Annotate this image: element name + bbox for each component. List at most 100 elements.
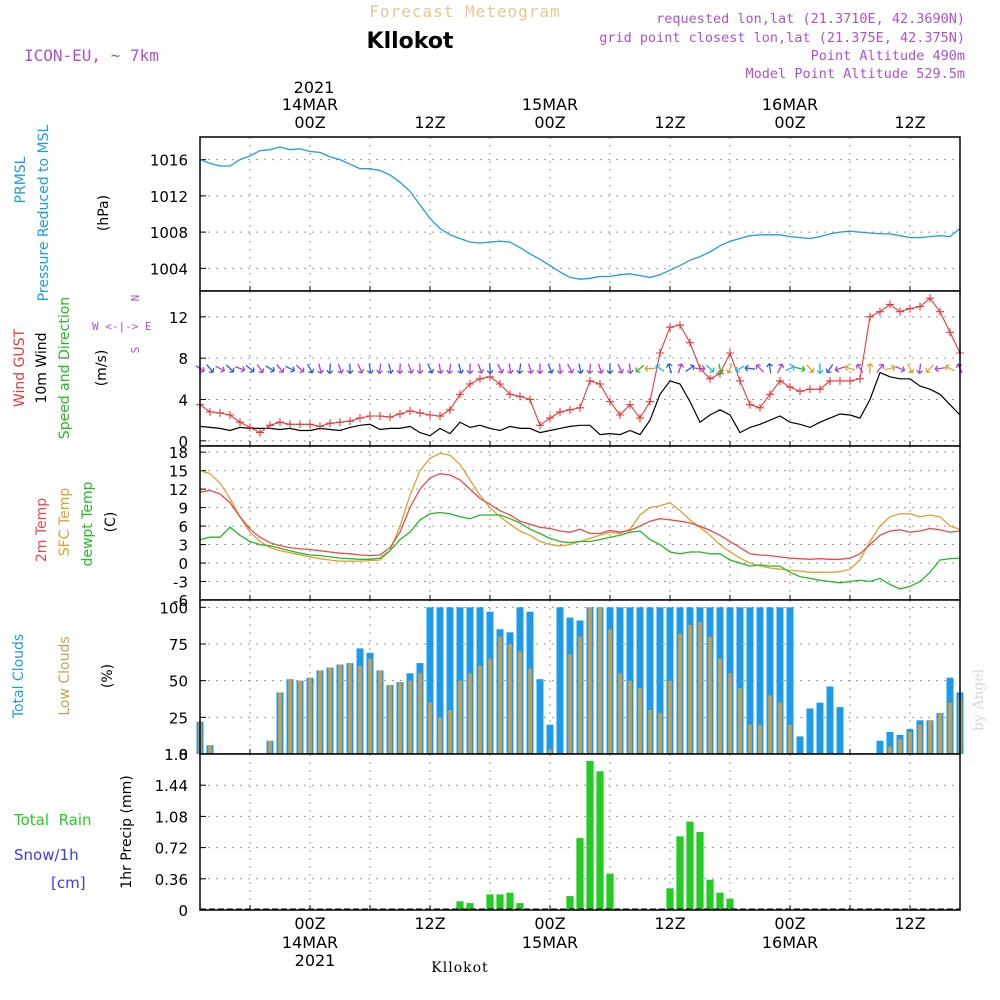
clouds-unit: (%) — [100, 664, 116, 688]
bottom-axis-hour-label: 00Z — [774, 914, 805, 933]
wind-gust-marker — [216, 408, 224, 417]
arrow-shape — [844, 364, 855, 372]
total-clouds-bar — [786, 607, 794, 754]
low-clouds-bar — [638, 688, 642, 754]
arrow-shape — [457, 363, 464, 374]
arrow-shape — [497, 363, 505, 374]
temp-unit: (C) — [103, 512, 119, 533]
total-clouds-bar — [746, 607, 754, 754]
top-axis-hour-label: 12Z — [654, 113, 685, 132]
arrow-shape — [477, 363, 485, 374]
arrow-shape — [407, 363, 415, 374]
arrow-shape — [225, 364, 235, 373]
dewpoint-line — [199, 511, 961, 590]
temperature-tick-label: 18 — [169, 444, 188, 462]
arrow-shape — [507, 363, 514, 374]
rain-bar — [586, 760, 594, 910]
arrow-shape — [436, 363, 444, 374]
low-clouds-bar — [588, 607, 592, 754]
wind-gust-marker — [366, 412, 374, 421]
pressure-tick-label: 1008 — [150, 224, 188, 242]
wind-gust-marker — [306, 420, 314, 429]
wind-direction-arrow — [536, 363, 544, 374]
wind-gust-marker — [256, 428, 264, 437]
clouds-tick-label: 25 — [169, 709, 188, 727]
wind-direction-arrow — [876, 363, 885, 373]
wind-direction-arrow — [486, 363, 494, 374]
low-clouds-bar — [898, 739, 902, 754]
pressure-tick-label: 1016 — [150, 152, 188, 170]
wind-gust-marker — [486, 372, 494, 381]
arrow-shape — [635, 364, 645, 373]
point-altitude: Point Altitude 490m — [811, 48, 965, 64]
arrow-shape — [934, 365, 946, 373]
total-clouds-bar — [636, 607, 644, 754]
low-clouds-bar — [698, 622, 702, 754]
wind-gust-marker — [776, 376, 784, 385]
low-clouds-bar — [708, 636, 712, 754]
arrow-shape — [527, 363, 535, 374]
arrow-shape — [317, 363, 324, 374]
low-clouds-bar — [568, 654, 572, 754]
arrow-shape — [387, 363, 394, 374]
footer-location: Kllokot — [431, 960, 488, 976]
precip-tick-label: 1.44 — [155, 777, 188, 795]
wind-gust-marker — [566, 405, 574, 414]
low-clouds-bar — [528, 668, 532, 754]
chart-title: Forecast Meteogram — [369, 2, 560, 21]
wind-direction-arrow — [396, 363, 404, 374]
low-clouds-bar — [738, 688, 742, 754]
wind-gust-marker — [726, 349, 734, 357]
clouds-panel: 100 75 50 25 0 — [159, 599, 964, 764]
wind-direction-arrow — [606, 363, 614, 374]
rain-bar — [686, 821, 694, 910]
wind-gust-marker — [746, 400, 754, 409]
total-clouds-bar — [626, 607, 634, 754]
wind-gust-marker — [556, 407, 564, 416]
low-clouds-bar — [748, 724, 752, 754]
rain-bar — [516, 903, 524, 910]
arrow-shape — [644, 365, 656, 373]
wind-gust-marker — [916, 302, 924, 311]
arrow-shape — [276, 364, 285, 373]
wind-direction-arrow — [225, 364, 235, 373]
temperature-tick-label: 6 — [178, 518, 188, 536]
wind-direction-arrow — [777, 363, 785, 374]
wind-gust-marker — [856, 374, 864, 383]
arrow-shape — [376, 363, 384, 374]
arrow-shape — [326, 363, 334, 374]
rain-bar — [716, 892, 724, 910]
arrow-shape — [597, 363, 605, 374]
arrow-shape — [766, 363, 774, 374]
wind-direction-label: Speed and Direction — [57, 297, 73, 439]
grid-point-coordinates: grid point closest lon,lat (21.375E, 42.… — [599, 30, 965, 46]
wind-direction-arrow — [346, 363, 354, 374]
wind-gust-marker — [926, 294, 934, 303]
wind-direction-arrow — [717, 363, 724, 374]
wind-direction-arrow — [317, 363, 324, 374]
clouds-tick-label: 100 — [159, 599, 188, 617]
arrow-shape — [606, 363, 614, 374]
temperature-panel-background — [200, 446, 960, 600]
arrow-shape — [516, 363, 524, 374]
wind-gust-marker — [386, 413, 394, 422]
arrow-shape — [416, 363, 424, 374]
wind-gust-marker — [286, 420, 294, 429]
top-axis-date-label: 16MAR — [762, 95, 818, 114]
rain-bar — [726, 898, 734, 910]
arrow-shape — [256, 364, 265, 374]
wind-direction-arrow — [694, 365, 706, 373]
low-clouds-bar — [338, 664, 342, 754]
wind-gust-marker — [466, 380, 474, 388]
wind-direction-arrow — [635, 364, 645, 373]
wind-direction-arrow — [586, 363, 594, 374]
wind-gust-marker — [656, 349, 664, 357]
total-clouds-bar — [536, 679, 544, 754]
wind-direction-arrow — [677, 363, 685, 374]
arrow-shape — [206, 364, 215, 373]
wind-gust-marker — [936, 307, 944, 316]
top-axis-hour-label: 00Z — [534, 113, 565, 132]
wind-direction-arrow — [834, 366, 845, 373]
top-axis-hour-label: 12Z — [414, 113, 445, 132]
